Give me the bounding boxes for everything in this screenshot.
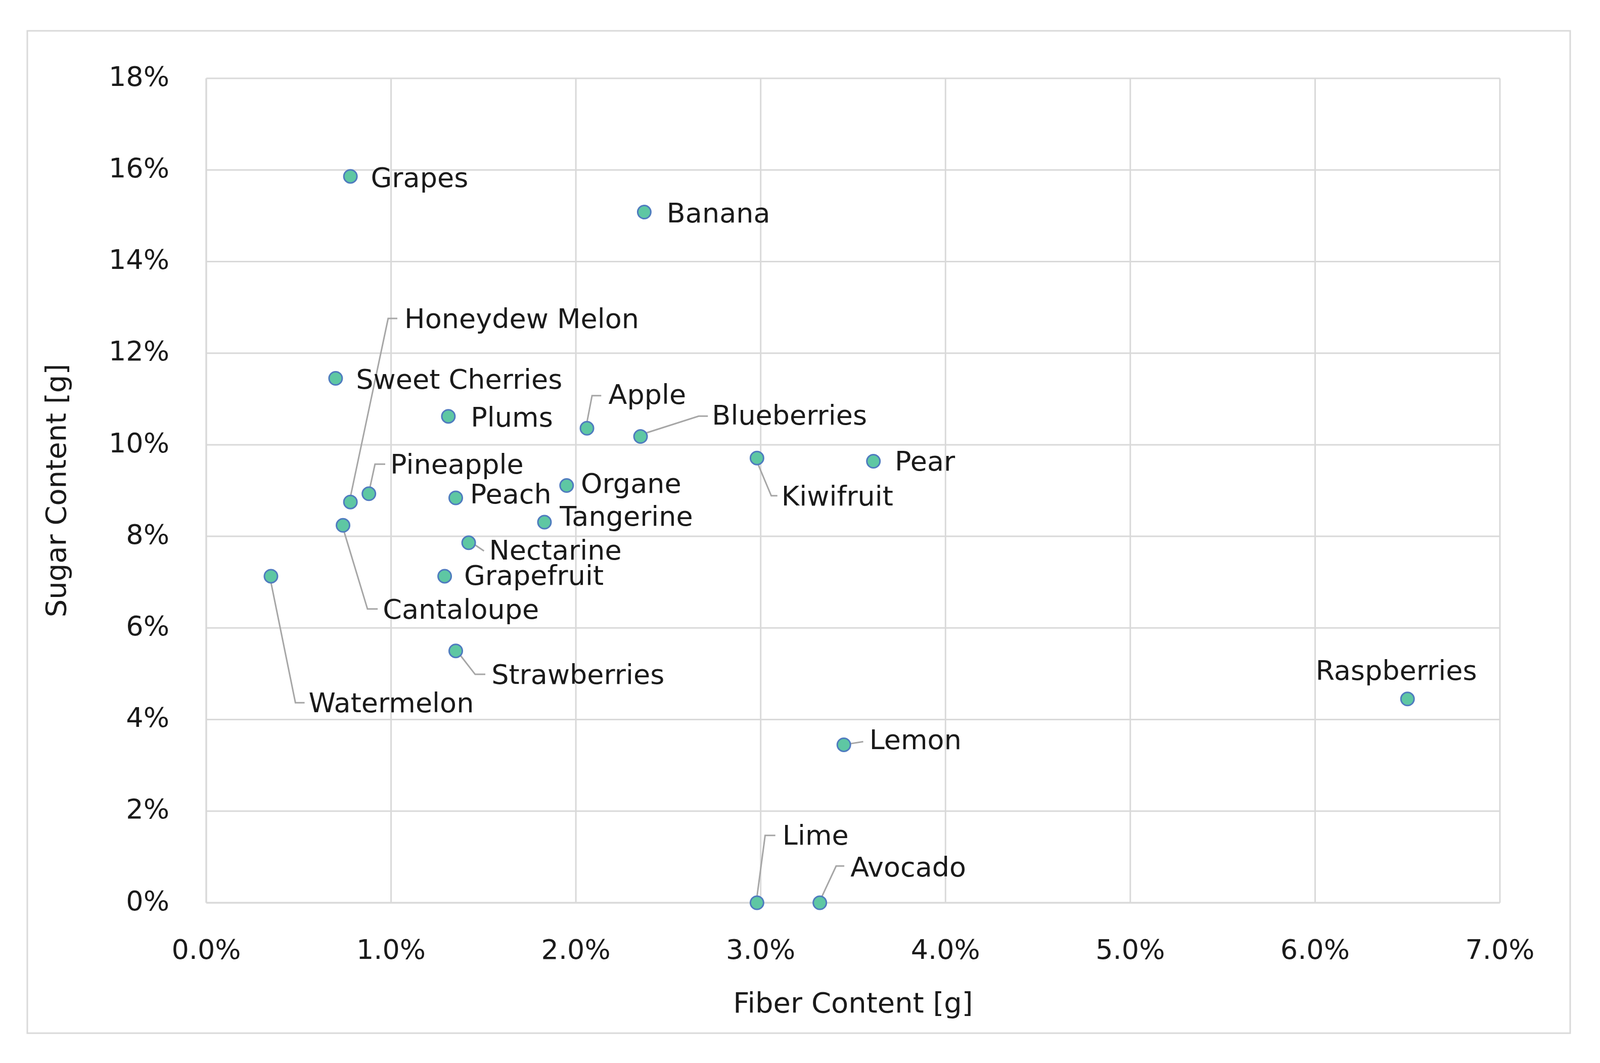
y-grid-line [206,535,1500,538]
point-label: Tangerine [559,500,694,533]
points [264,169,1414,910]
point [336,518,350,532]
y-tick-label: 4% [125,701,170,734]
leader-line [474,544,484,552]
y-grid-line [206,260,1500,263]
point [362,487,376,501]
point-label: Peach [470,478,552,511]
y-grid-line [206,443,1500,446]
x-axis-line [206,902,1500,904]
leader-line [849,741,863,744]
point [837,738,851,752]
point-labels: Grapes Banana Honeydew Melon Sweet Cherries… [308,161,1478,884]
point-label: Organe [580,467,682,500]
point [750,451,764,465]
y-tick-label: 8% [125,518,170,551]
point-label: Kiwifruit [781,480,894,513]
y-tick-label: 6% [125,610,170,643]
x-tick-label: 1.0% [356,933,426,966]
x-tick-label: 5.0% [1095,933,1165,966]
point [580,421,594,435]
leader-line [370,464,386,488]
point [438,569,452,583]
point-label: Watermelon [308,687,475,719]
x-grid-line [1129,78,1131,903]
y-tick-label: 18% [108,60,170,93]
x-grid-line [1314,78,1316,903]
point-label: Pear [894,445,956,478]
point [343,169,357,184]
x-grid-line [205,78,208,903]
point-label: Strawberries [491,658,665,691]
x-tick-label: 7.0% [1465,933,1535,966]
point-label: Blueberries [711,399,867,432]
x-grid-line [1499,78,1501,903]
leader-line [270,582,305,703]
point [449,491,463,505]
leader-line [644,416,708,434]
point-label: Raspberries [1315,654,1477,687]
x-tick-label: 4.0% [910,933,981,966]
point [1400,692,1414,706]
point-label: Avocado [850,851,967,884]
y-grid-line [206,77,1500,80]
x-axis-title: Fiber Content [g] [733,986,973,1020]
point [462,536,476,550]
x-tick-label: 0.0% [171,933,241,966]
point [813,896,827,910]
y-tick-label: 0% [125,885,170,918]
point-label: Sweet Cherries [355,363,563,396]
point-label: Plums [470,401,554,434]
y-axis-title: Sugar Content [g] [39,363,73,618]
point [633,430,648,444]
point [537,515,552,529]
point-label: Banana [666,197,771,230]
chart: 0.0% 1.0% 2.0% 3.0% 4.0% 5.0% 6.0% 7.0% 0% 2% 4% 6%… [0,0,1600,1063]
y-grid-line [206,902,1500,904]
y-tick-label: 2% [125,793,170,826]
x-grid-line [575,78,577,903]
leader-line [756,835,775,897]
point-label: Apple [608,378,687,411]
x-tick-label: 6.0% [1280,933,1350,966]
point-label: Honeydew Melon [404,302,639,335]
grid [206,78,1500,903]
y-grid-line [206,718,1500,721]
point-label: Grapes [371,161,469,194]
point [560,479,574,493]
point [329,372,343,386]
y-grid-line [206,810,1500,812]
y-tick-label: 12% [108,335,170,368]
y-tick-label: 10% [108,427,170,460]
point-label: Pineapple [390,448,524,481]
point [449,644,463,658]
x-grid-line [390,78,392,903]
y-tick-label: 14% [108,243,170,276]
point-label: Lime [782,819,849,852]
y-grid-line [206,627,1500,629]
y-grid-line [206,352,1500,354]
leader-line [821,865,845,897]
point-label: Grapefruit [464,559,604,592]
x-tick-label: 3.0% [725,933,796,966]
leader-line [757,464,777,496]
x-tick-label: 2.0% [541,933,611,966]
leader-line [586,395,602,423]
chart-border [27,30,1571,1034]
y-tick-label: 16% [108,152,170,185]
leader-line [344,531,379,609]
point-label: Cantaloupe [382,593,539,626]
y-axis-line [205,78,208,903]
point [750,896,764,910]
point [264,569,278,583]
point [637,205,651,219]
leader-line [461,656,486,675]
point [441,409,455,424]
point [866,454,881,469]
point-label: Lemon [869,723,962,756]
x-grid-line [944,78,947,903]
point [343,495,357,509]
